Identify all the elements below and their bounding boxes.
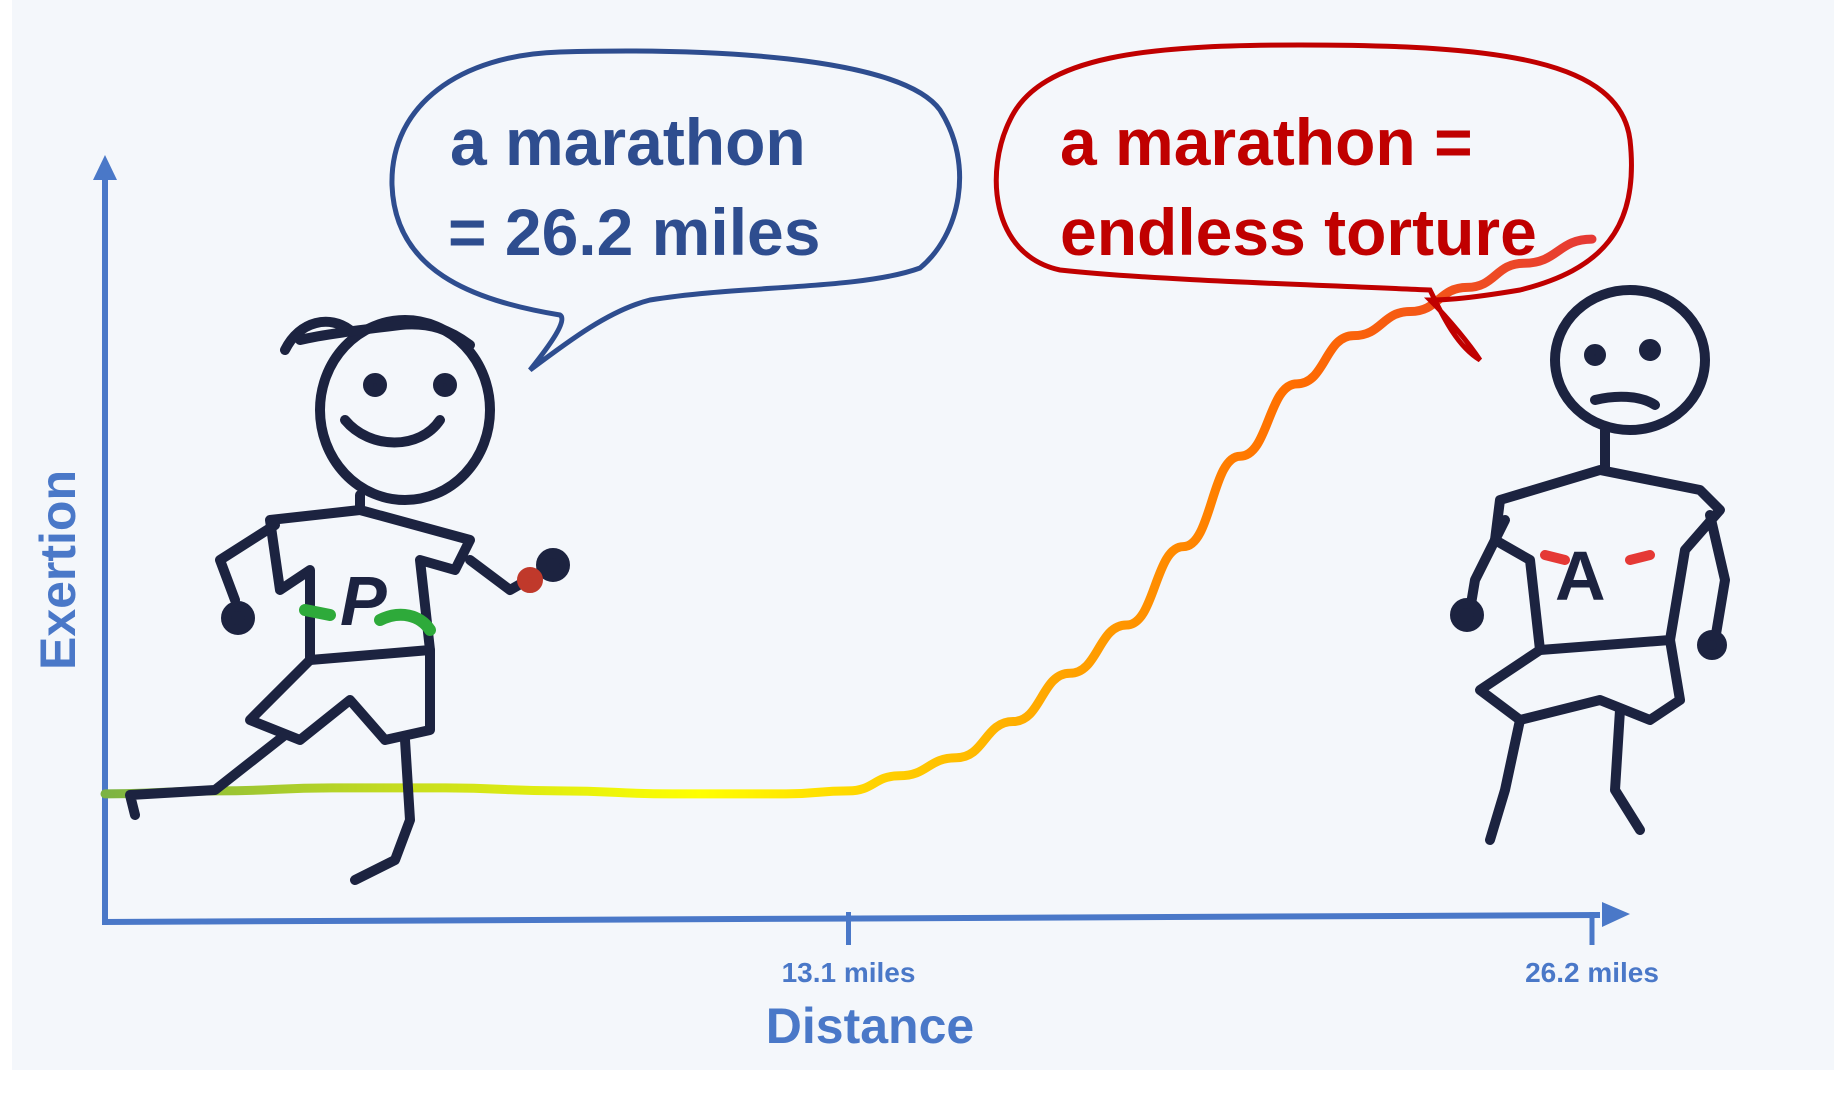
tired-runner-leg-right — [1610, 705, 1645, 835]
happy-runner-leg-front — [350, 735, 415, 885]
tired-runner-leg-left — [1485, 715, 1525, 845]
y-axis-title: Exertion — [30, 470, 86, 670]
speech-bubble-left-outline — [389, 48, 963, 373]
happy-runner-fist-left — [221, 601, 255, 635]
happy-runner-arm-left — [215, 520, 280, 605]
happy-runner-shirt-letter: P — [340, 562, 387, 640]
speech-bubble-left-line-2: = 26.2 miles — [448, 195, 820, 269]
x-axis-title: Distance — [766, 998, 974, 1054]
tired-runner-head — [1550, 285, 1710, 435]
happy-runner-leg-back — [125, 730, 290, 820]
plot-background — [12, 0, 1834, 1070]
happy-runner-figure: P — [125, 315, 570, 885]
x-tick-label-0: 13.1 miles — [782, 957, 916, 988]
exertion-curve — [100, 234, 1597, 799]
speech-bubble-right: a marathon = endless torture — [993, 42, 1634, 363]
happy-runner-eye-right — [433, 373, 457, 397]
happy-runner-shirt — [265, 505, 475, 665]
tired-runner-shirt — [1490, 465, 1725, 655]
tired-runner-hand-left — [1450, 598, 1484, 632]
y-axis-arrowhead — [93, 155, 117, 180]
x-tick-label-1: 26.2 miles — [1525, 957, 1659, 988]
happy-runner-fist-right — [536, 548, 570, 582]
tired-runner-arm-right — [1705, 510, 1730, 645]
tired-runner-eye-right — [1639, 339, 1661, 361]
speech-bubble-right-line-1: a marathon = — [1060, 105, 1473, 179]
x-axis-arrowhead — [1602, 902, 1630, 927]
tired-runner-shirt-letter: A — [1555, 537, 1606, 615]
tired-runner-figure: A — [1450, 285, 1730, 845]
speech-bubble-left-line-1: a marathon — [450, 105, 806, 179]
speech-bubble-right-outline — [993, 42, 1634, 363]
tired-runner-shorts — [1475, 635, 1685, 725]
happy-runner-eye-left — [363, 373, 387, 397]
happy-runner-smile — [340, 415, 445, 448]
tired-runner-hand-right — [1697, 630, 1727, 660]
axes: 13.1 miles 26.2 miles Distance Exertion — [30, 155, 1659, 1054]
happy-runner-watch — [517, 567, 543, 593]
tired-runner-mouth — [1590, 391, 1660, 410]
x-ticks: 13.1 miles 26.2 miles — [782, 912, 1659, 988]
tired-runner-shirt-accent — [1540, 550, 1655, 565]
happy-runner-hair — [280, 316, 475, 355]
happy-runner-shorts — [245, 645, 435, 745]
speech-bubble-right-line-2: endless torture — [1060, 195, 1537, 269]
tired-runner-eye-left — [1584, 344, 1606, 366]
speech-bubble-left: a marathon = 26.2 miles — [389, 48, 963, 373]
happy-runner-shirt-accent — [299, 604, 436, 636]
